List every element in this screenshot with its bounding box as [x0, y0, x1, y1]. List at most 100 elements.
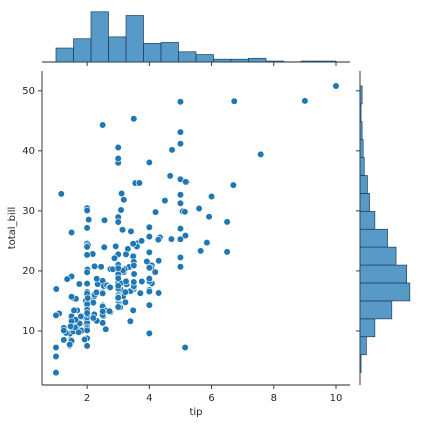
hist-bar [73, 38, 92, 63]
point [145, 223, 153, 231]
point [52, 352, 60, 361]
point [93, 275, 101, 283]
point [129, 240, 137, 248]
point [83, 224, 91, 232]
point [75, 280, 83, 288]
hist-bar [55, 47, 74, 63]
hist-bar [318, 60, 337, 63]
point [90, 262, 99, 270]
y-tick-label: 50 [22, 86, 35, 97]
hist-bar [178, 51, 197, 63]
point [205, 213, 213, 221]
point [136, 289, 144, 297]
point [89, 314, 97, 322]
point [161, 197, 169, 205]
point [145, 329, 153, 337]
hist-bar [300, 60, 319, 63]
point [145, 301, 153, 309]
hist-bar [359, 264, 407, 284]
y-tick-label: 20 [22, 266, 35, 277]
hist-bar [125, 15, 144, 63]
hist-bar [248, 57, 267, 63]
point [197, 247, 205, 255]
hist-bar [143, 43, 162, 63]
point [151, 208, 160, 216]
point [176, 191, 185, 199]
y-axis-label: total_bill [7, 207, 18, 250]
point [57, 190, 65, 198]
point [92, 288, 101, 296]
point [60, 336, 68, 344]
point [138, 277, 146, 286]
point [102, 325, 110, 333]
point [83, 268, 91, 276]
point [168, 146, 176, 154]
point [166, 172, 174, 180]
point [145, 287, 153, 296]
point [145, 275, 153, 283]
point [52, 285, 60, 293]
point [130, 115, 138, 123]
point [83, 279, 91, 288]
point [89, 298, 97, 307]
y-tick-label: 40 [22, 146, 35, 157]
point [83, 309, 91, 317]
point [130, 278, 138, 286]
point [151, 268, 159, 276]
point [52, 368, 60, 377]
point [137, 237, 146, 245]
point [114, 303, 122, 311]
x-axis-label: tip [189, 407, 202, 418]
point [127, 227, 135, 235]
point [332, 82, 340, 90]
hist-bar [359, 282, 411, 302]
point [181, 343, 189, 352]
point [60, 326, 68, 335]
point [122, 250, 130, 259]
point [203, 239, 211, 247]
hist-bar [195, 54, 214, 63]
point [118, 189, 126, 198]
point [176, 225, 185, 233]
point [67, 293, 76, 301]
hist-bar [359, 300, 393, 320]
point [155, 257, 163, 265]
hist-bar [359, 210, 376, 230]
point [99, 121, 107, 129]
point [126, 317, 134, 325]
point [83, 342, 91, 350]
point [100, 216, 109, 224]
point [181, 231, 190, 240]
hist-bar [359, 228, 388, 248]
point [114, 282, 122, 290]
point [122, 277, 130, 285]
hist-bar [90, 11, 109, 63]
hist-bar [359, 121, 363, 141]
point [176, 253, 185, 262]
point [83, 206, 91, 215]
point [83, 251, 91, 259]
point [145, 264, 153, 272]
hist-bar [230, 58, 249, 63]
point [229, 181, 237, 189]
point [52, 311, 60, 319]
point [143, 257, 151, 266]
point [99, 289, 107, 297]
point [182, 178, 190, 186]
point [83, 243, 91, 251]
point [176, 199, 185, 207]
point [130, 270, 138, 278]
hist-bar [359, 139, 364, 158]
point [99, 319, 107, 327]
hist-bar [359, 157, 365, 176]
hist-bar [160, 42, 179, 63]
point [129, 306, 137, 315]
hist-bar [359, 318, 376, 338]
point [75, 328, 83, 336]
point [84, 294, 92, 302]
hist-bar [359, 175, 368, 194]
point [145, 233, 153, 241]
point [117, 206, 125, 214]
point [121, 288, 129, 296]
x-tick-label: 2 [84, 393, 90, 404]
